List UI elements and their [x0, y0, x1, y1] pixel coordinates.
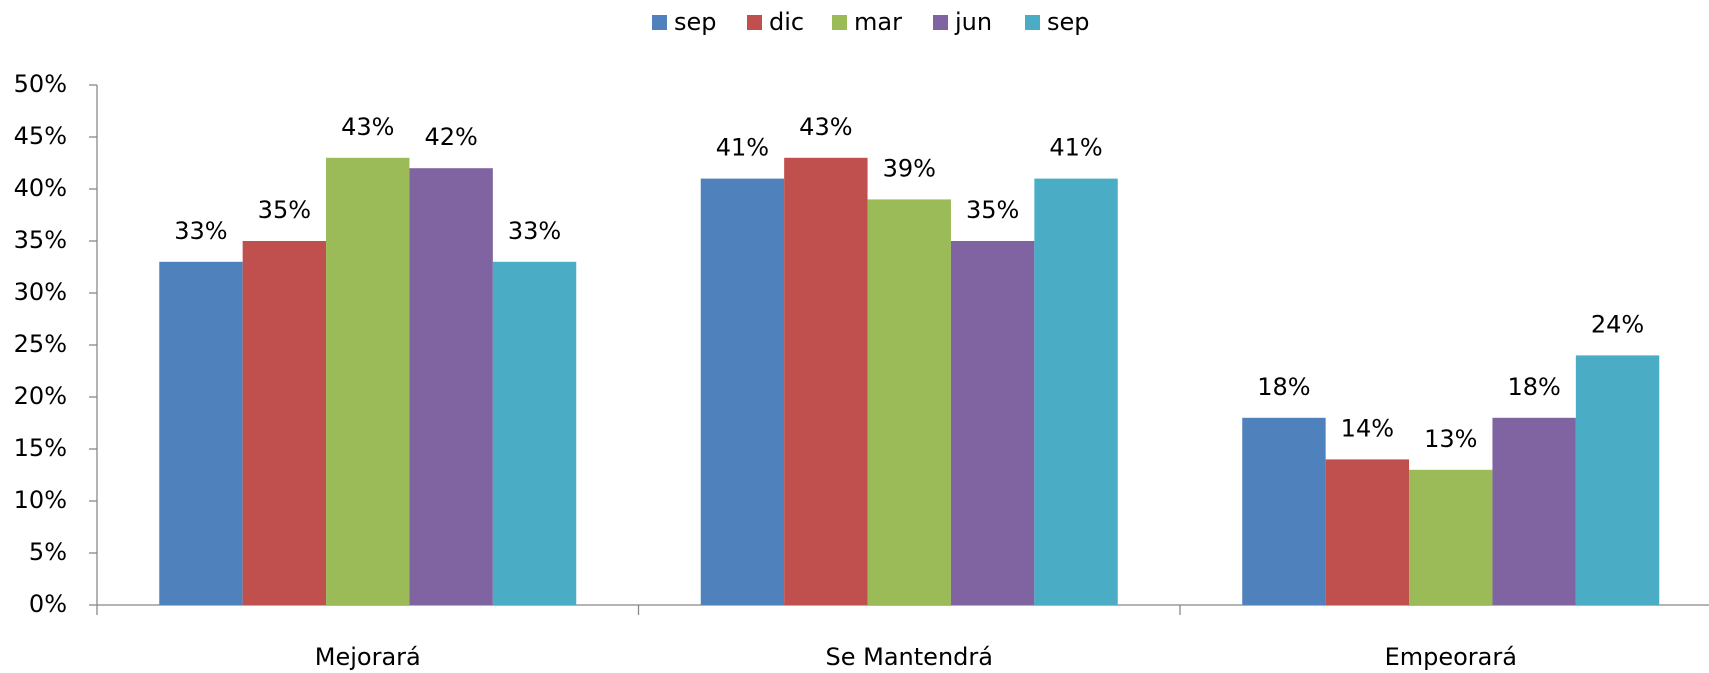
bar [1492, 417, 1576, 605]
legend-label: sep [674, 8, 717, 36]
bar [326, 157, 410, 606]
y-tick-label: 15% [14, 434, 67, 462]
bar [1325, 459, 1410, 605]
bar [950, 241, 1035, 605]
data-label: 39% [883, 154, 936, 182]
data-label: 41% [1049, 134, 1102, 162]
bar [1575, 355, 1660, 605]
legend-swatch [652, 15, 667, 30]
legend-label: dic [769, 8, 804, 36]
legend-label: sep [1047, 8, 1090, 36]
bar [409, 168, 493, 605]
data-label: 18% [1507, 373, 1560, 401]
bar [1409, 469, 1493, 605]
y-tick-label: 50% [14, 70, 67, 98]
legend-label: mar [854, 8, 902, 36]
legend-swatch [832, 15, 847, 30]
y-tick-label: 35% [14, 226, 67, 254]
y-tick-label: 45% [14, 122, 67, 150]
y-tick-label: 10% [14, 486, 67, 514]
data-label: 33% [174, 217, 227, 245]
data-label: 18% [1257, 373, 1310, 401]
legend-swatch [747, 15, 762, 30]
y-tick-label: 25% [14, 330, 67, 358]
legend-label: jun [954, 8, 992, 36]
y-tick-label: 40% [14, 174, 67, 202]
bar [242, 241, 327, 605]
bar [492, 261, 577, 605]
x-tick-label: Empeorará [1385, 643, 1517, 671]
data-label: 35% [966, 196, 1019, 224]
x-tick-label: Se Mantendrá [826, 643, 993, 671]
bar [867, 199, 951, 605]
bar [159, 261, 243, 605]
data-label: 35% [258, 196, 311, 224]
data-label: 24% [1591, 310, 1644, 338]
data-label: 41% [716, 134, 769, 162]
legend-swatch [1025, 15, 1040, 30]
bar [700, 178, 785, 605]
y-tick-label: 5% [29, 538, 67, 566]
data-label: 14% [1341, 414, 1394, 442]
y-tick-label: 0% [29, 590, 67, 618]
bar [1242, 417, 1326, 605]
data-label: 33% [508, 217, 561, 245]
data-label: 43% [341, 113, 394, 141]
data-label: 13% [1424, 425, 1477, 453]
data-label: 42% [424, 123, 477, 151]
bar [1034, 178, 1118, 605]
x-tick-label: Mejorará [315, 643, 421, 671]
legend-swatch [933, 15, 948, 30]
bar [784, 157, 868, 606]
y-tick-label: 20% [14, 382, 67, 410]
y-tick-label: 30% [14, 278, 67, 306]
data-label: 43% [799, 113, 852, 141]
